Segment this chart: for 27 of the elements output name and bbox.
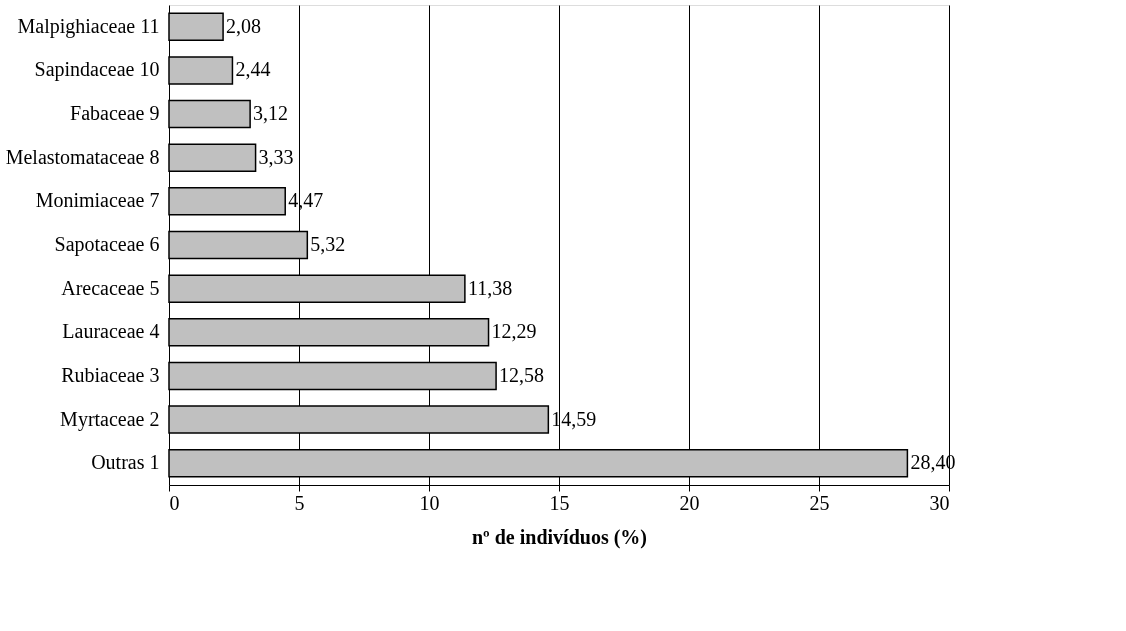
- y-tick-label: Monimiaceae 7: [35, 189, 160, 212]
- y-tick-label: Outras 1: [91, 451, 160, 474]
- x-tick-label: 30: [929, 491, 950, 514]
- y-tick-label: Malpighiaceae 11: [17, 14, 160, 38]
- x-tick-label: 20: [679, 491, 700, 514]
- y-tick-label: Sapindaceae 10: [34, 58, 160, 82]
- data-label: 2,44: [235, 58, 271, 81]
- y-tick-label: Rubiaceae 3: [61, 363, 160, 386]
- data-label: 5,32: [310, 233, 346, 255]
- data-label: 3,33: [258, 145, 294, 168]
- x-tick-label: 10: [419, 491, 440, 514]
- y-tick-label: Lauraceae 4: [62, 320, 160, 343]
- y-tick-label: Melastomataceae 8: [5, 145, 160, 168]
- data-label: 12,58: [499, 363, 545, 386]
- y-tick-label: Arecaceae 5: [61, 276, 160, 299]
- data-label: 3,12: [253, 102, 289, 125]
- data-label: 2,08: [226, 14, 262, 37]
- x-tick-label: 25: [809, 491, 830, 514]
- y-tick-label: Sapotaceae 6: [54, 233, 160, 256]
- x-tick-label: 15: [549, 491, 570, 514]
- x-axis-title: nº de indivíduos (%): [472, 525, 647, 549]
- data-label: 11,38: [467, 276, 513, 299]
- y-tick-label: Fabaceae 9: [70, 102, 160, 125]
- data-label: 12,29: [491, 320, 537, 343]
- x-tick-label: 5: [294, 491, 305, 514]
- y-tick-label: Myrtaceae 2: [60, 407, 160, 431]
- x-tick-label: 0: [169, 491, 180, 514]
